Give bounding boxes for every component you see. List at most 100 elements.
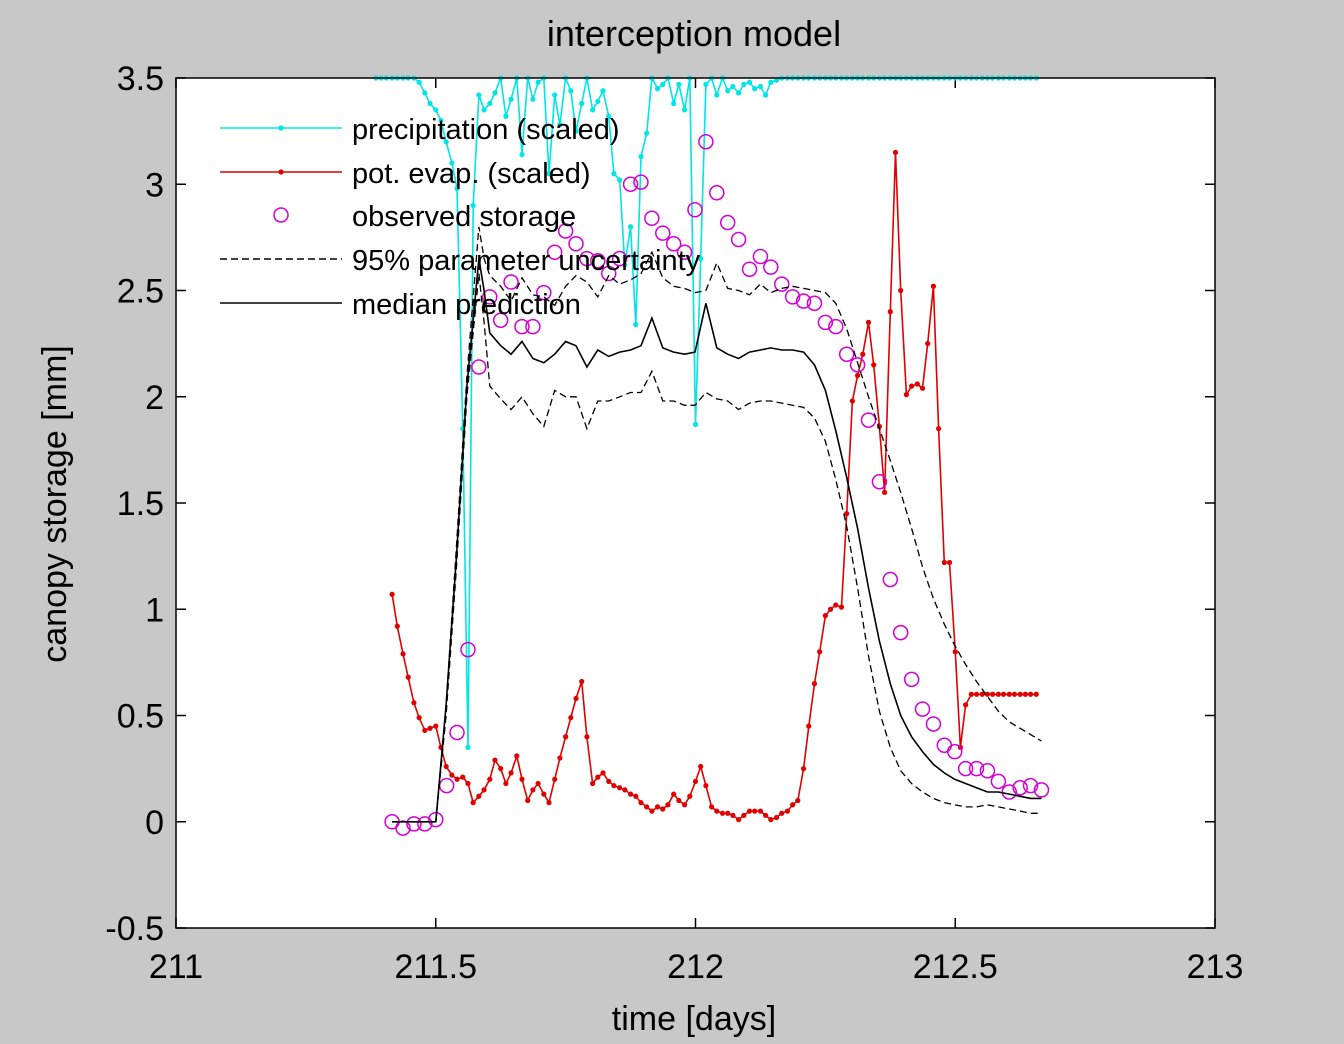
- y-tick-label: 1: [145, 591, 164, 629]
- precipitation-scaled-point: [433, 107, 439, 113]
- observed-storage-marker: [1033, 782, 1050, 798]
- observed-storage-marker: [698, 134, 714, 150]
- legend-label: median prediction: [352, 289, 581, 321]
- precipitation-scaled-point: [508, 96, 514, 102]
- precipitation-scaled-point: [600, 88, 606, 94]
- precipitation-scaled-point: [454, 185, 460, 192]
- observed-storage-marker: [406, 816, 422, 832]
- legend-swatch: [273, 207, 289, 223]
- observed-storage-marker: [1022, 777, 1039, 794]
- pot-evap-scaled-point: [644, 804, 650, 810]
- pot-evap-scaled-point: [806, 723, 812, 729]
- pot-evap-scaled-point: [773, 814, 780, 821]
- observed-storage-marker: [655, 225, 671, 241]
- y-axis-label: canopy storage [mm]: [36, 345, 74, 662]
- pot-evap-scaled-point: [817, 649, 823, 655]
- pot-evap-scaled-point: [779, 810, 785, 816]
- observed-storage-marker: [763, 259, 779, 275]
- observed-storage-marker: [611, 250, 628, 267]
- pot-evap-scaled-point: [633, 793, 639, 799]
- pot-evap-scaled-point: [871, 362, 877, 368]
- precipitation-scaled-point: [714, 92, 720, 98]
- observed-storage-marker: [665, 236, 682, 252]
- precipitation-scaled-point: [757, 83, 764, 90]
- observed-storage-marker: [849, 357, 866, 373]
- pot-evap-scaled-point: [741, 812, 747, 818]
- precipitation-scaled-point: [552, 92, 558, 98]
- precipitation-scaled-point: [752, 86, 758, 92]
- pot-evap-scaled-point: [405, 674, 411, 680]
- pot-evap-scaled-point: [892, 149, 899, 155]
- pot-evap-scaled-point: [746, 808, 753, 814]
- pot-evap-scaled-point: [1000, 691, 1007, 697]
- observed-storage-marker: [838, 346, 855, 362]
- observed-storage-marker: [817, 314, 834, 331]
- pot-evap-scaled-point: [535, 780, 541, 787]
- pot-evap-scaled-point: [568, 715, 574, 721]
- observed-storage-marker: [806, 295, 823, 311]
- legend: precipitation (scaled) pot. evap. (scaled…: [220, 114, 701, 321]
- pot-evap-scaled-point: [454, 776, 460, 782]
- pot-evap-scaled-point: [584, 734, 590, 740]
- observed-storage-marker: [428, 811, 444, 828]
- pot-evap-scaled-point: [627, 791, 634, 797]
- precipitation-scaled-point: [579, 100, 585, 107]
- pot-evap-scaled-point: [530, 787, 536, 793]
- observed-storage-marker: [860, 412, 877, 428]
- pot-evap-scaled-point: [525, 797, 531, 804]
- observed-storage-marker: [784, 289, 801, 305]
- precipitation-scaled-point: [676, 81, 682, 87]
- precipitation-scaled-point: [703, 81, 709, 87]
- precipitation-scaled-point: [487, 100, 493, 107]
- precipitation-scaled-point: [627, 224, 634, 230]
- pot-evap-scaled-point: [389, 591, 395, 597]
- precipitation-scaled-point: [773, 77, 780, 83]
- precipitation-scaled-point: [546, 171, 552, 177]
- pot-evap-scaled-point: [736, 817, 742, 823]
- pot-evap-scaled-point: [952, 649, 958, 655]
- plot-series: [373, 74, 1050, 836]
- y-tick-label: 0.5: [117, 698, 164, 736]
- observed-storage-marker: [925, 716, 942, 732]
- precipitation-scaled-point: [671, 100, 677, 107]
- observed-storage-marker: [687, 202, 703, 218]
- precipitation-scaled-point: [470, 202, 476, 209]
- pot-evap-scaled-point: [703, 783, 709, 789]
- observed-storage-marker: [979, 763, 996, 779]
- observed-storage-marker: [676, 244, 693, 260]
- uncertainty-bound-lower-line: [392, 273, 1042, 823]
- pot-evap-scaled-point: [963, 702, 969, 708]
- pot-evap-scaled-point: [984, 691, 991, 697]
- pot-evap-scaled-point: [487, 776, 493, 782]
- pot-evap-scaled-point: [476, 793, 482, 799]
- pot-evap-scaled-point: [422, 727, 428, 733]
- pot-evap-scaled-point: [930, 283, 937, 289]
- precipitation-scaled-point: [535, 79, 541, 85]
- legend-label: precipitation (scaled): [352, 114, 620, 146]
- pot-evap-scaled-point: [1033, 691, 1039, 697]
- legend-item-precipitation-scaled: precipitation (scaled): [220, 114, 620, 146]
- pot-evap-scaled-point: [692, 778, 699, 784]
- y-tick-labels: -0.5 0 0.5 1 1.5 2 2.5 3 3.5: [105, 60, 164, 948]
- pot-evap-scaled-point: [784, 808, 791, 814]
- observed-storage-marker: [525, 318, 541, 335]
- pot-evap-scaled-point: [714, 808, 720, 814]
- observed-storage-marker: [492, 312, 509, 328]
- precipitation-scaled-point: [492, 90, 498, 96]
- observed-storage-marker: [914, 701, 931, 717]
- pot-evap-scaled-point: [887, 309, 893, 315]
- precipitation-scaled-point: [416, 79, 422, 85]
- observed-storage-marker: [795, 293, 812, 309]
- x-tick-label: 211.5: [394, 948, 477, 986]
- pot-evap-scaled-point: [394, 623, 400, 629]
- pot-evap-scaled-point: [844, 511, 850, 517]
- precipitation-scaled-point: [741, 81, 747, 87]
- precipitation-scaled-point: [519, 151, 525, 158]
- pot-evap-scaled-point: [595, 774, 601, 780]
- pot-evap-scaled-point: [973, 691, 980, 697]
- pot-evap-scaled-point: [854, 372, 861, 379]
- precipitation-scaled-point: [503, 113, 509, 119]
- precipitation-scaled-point: [476, 92, 482, 98]
- pot-evap-scaled-point: [552, 776, 558, 782]
- pot-evap-scaled-point: [649, 808, 655, 814]
